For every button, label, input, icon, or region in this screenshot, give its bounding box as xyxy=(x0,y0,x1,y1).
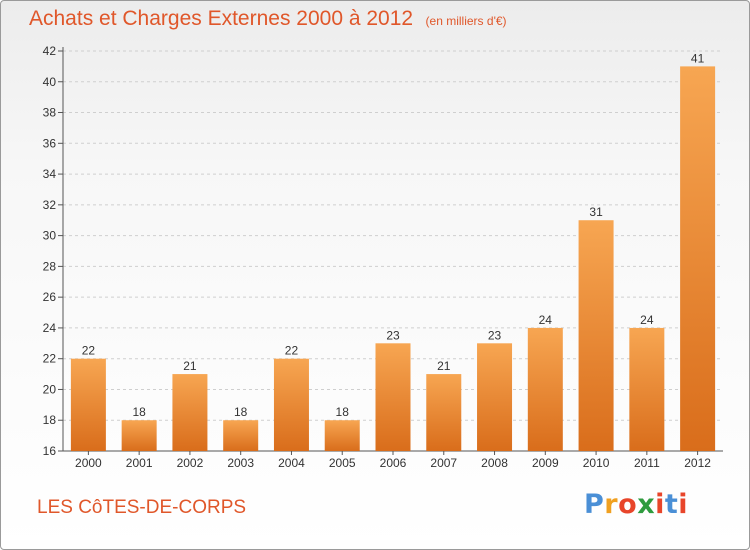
logo-letter: i xyxy=(655,489,665,520)
bar-value-label: 22 xyxy=(285,344,299,358)
bar-value-label: 23 xyxy=(386,328,400,342)
logo-letter: i xyxy=(678,489,689,520)
labels: 16 18 20 22 24 26 28 30 32 34 36 38 40 42 22 2000 18 2001… xyxy=(43,44,712,470)
bar-value-label: 18 xyxy=(234,405,248,419)
y-tick-label: 38 xyxy=(43,106,57,120)
y-tick-label: 20 xyxy=(43,382,57,396)
logo-letter: P xyxy=(584,489,605,520)
bar-value-label: 21 xyxy=(437,359,451,373)
y-tick-label: 24 xyxy=(43,321,57,335)
bar-value-label: 21 xyxy=(183,359,197,373)
x-tick-label: 2011 xyxy=(634,456,660,470)
y-tick-label: 28 xyxy=(43,259,57,273)
y-tick-label: 26 xyxy=(43,290,57,304)
x-tick-label: 2006 xyxy=(380,456,407,470)
bar-2010 xyxy=(578,220,614,451)
x-tick-label: 2007 xyxy=(430,456,457,470)
x-tick-label: 2002 xyxy=(177,456,204,470)
bar-2012 xyxy=(680,66,716,451)
y-tick-label: 34 xyxy=(43,167,57,181)
y-tick-label: 30 xyxy=(43,229,57,243)
y-tick-label: 42 xyxy=(43,44,57,58)
bar-value-label: 24 xyxy=(640,313,654,327)
logo-letter: x xyxy=(637,489,656,520)
x-tick-label: 2005 xyxy=(329,456,356,470)
bar-value-label: 18 xyxy=(132,405,146,419)
bar-value-label: 22 xyxy=(82,344,96,358)
y-tick-label: 16 xyxy=(43,444,57,458)
bar-2005 xyxy=(324,420,360,451)
chart-unit-note: (en milliers d'€) xyxy=(425,14,507,28)
bar-2002 xyxy=(172,374,208,451)
bar-value-label: 41 xyxy=(691,51,705,65)
logo-letter: t xyxy=(664,489,679,520)
y-tick-label: 22 xyxy=(43,352,57,366)
x-tick-label: 2000 xyxy=(75,456,102,470)
y-tick-label: 36 xyxy=(43,136,57,150)
bar-2007 xyxy=(426,374,462,451)
x-tick-label: 2010 xyxy=(583,456,610,470)
x-tick-label: 2003 xyxy=(227,456,254,470)
commune-name: LES CôTES-DE-CORPS xyxy=(37,497,247,518)
bar-value-label: 31 xyxy=(589,205,603,219)
bars xyxy=(70,66,716,451)
y-tick-label: 18 xyxy=(43,413,57,427)
x-tick-label: 2004 xyxy=(278,456,305,470)
bar-2004 xyxy=(273,358,309,451)
bar-2006 xyxy=(375,343,411,451)
logo-letter: r xyxy=(604,489,619,520)
bar-value-label: 24 xyxy=(539,313,553,327)
x-tick-label: 2009 xyxy=(532,456,559,470)
proxiti-logo: Proxiti xyxy=(584,489,688,520)
chart-title: Achats et Charges Externes 2000 à 2012 xyxy=(29,7,414,30)
bar-value-label: 23 xyxy=(488,328,502,342)
bar-2009 xyxy=(527,327,563,451)
x-tick-label: 2008 xyxy=(481,456,508,470)
bar-2011 xyxy=(629,327,665,451)
bar-2001 xyxy=(121,420,157,451)
bar-2008 xyxy=(477,343,513,451)
y-tick-label: 32 xyxy=(43,198,57,212)
x-tick-label: 2012 xyxy=(684,456,711,470)
bar-2000 xyxy=(70,358,106,451)
bar-2003 xyxy=(223,420,259,451)
bar-value-label: 18 xyxy=(336,405,350,419)
logo-letter: o xyxy=(618,489,638,520)
chart-title-row: Achats et Charges Externes 2000 à 2012 (… xyxy=(29,7,507,31)
x-tick-label: 2001 xyxy=(126,456,153,470)
y-tick-label: 40 xyxy=(43,75,57,89)
